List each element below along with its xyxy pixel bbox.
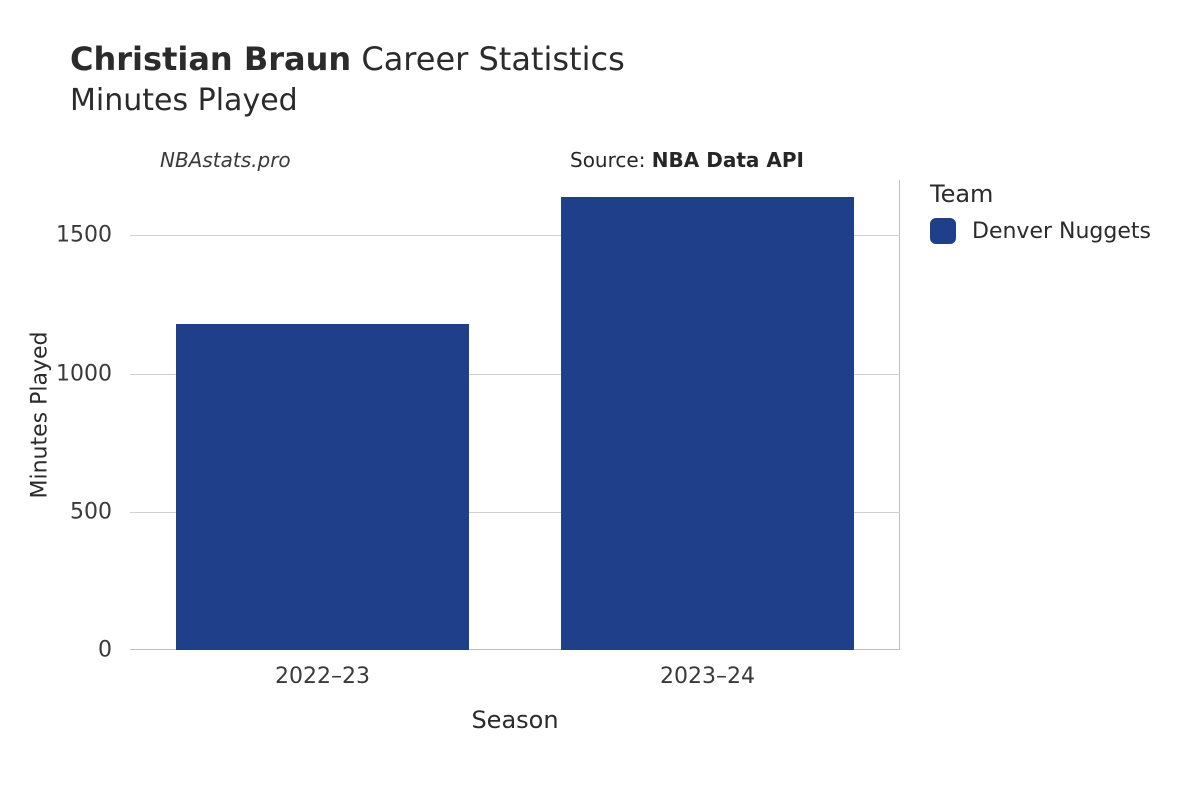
x-tick-label: 2023–24: [660, 664, 755, 689]
legend-swatch: [930, 218, 956, 244]
plot-area: [130, 180, 900, 650]
chart-container: 0500100015002022–232023–24Minutes Played…: [0, 0, 1200, 800]
y-axis-title: Minutes Played: [28, 332, 53, 499]
page-root: Christian Braun Career Statistics Minute…: [0, 0, 1200, 800]
legend: Team Denver Nuggets: [930, 180, 1151, 244]
bar: [561, 197, 854, 650]
right-axis-line: [899, 180, 900, 650]
bar: [176, 324, 469, 650]
legend-item-label: Denver Nuggets: [972, 219, 1151, 244]
x-axis-title: Season: [471, 706, 558, 734]
legend-item: Denver Nuggets: [930, 218, 1151, 244]
x-tick-label: 2022–23: [275, 664, 370, 689]
legend-title: Team: [930, 180, 1151, 208]
